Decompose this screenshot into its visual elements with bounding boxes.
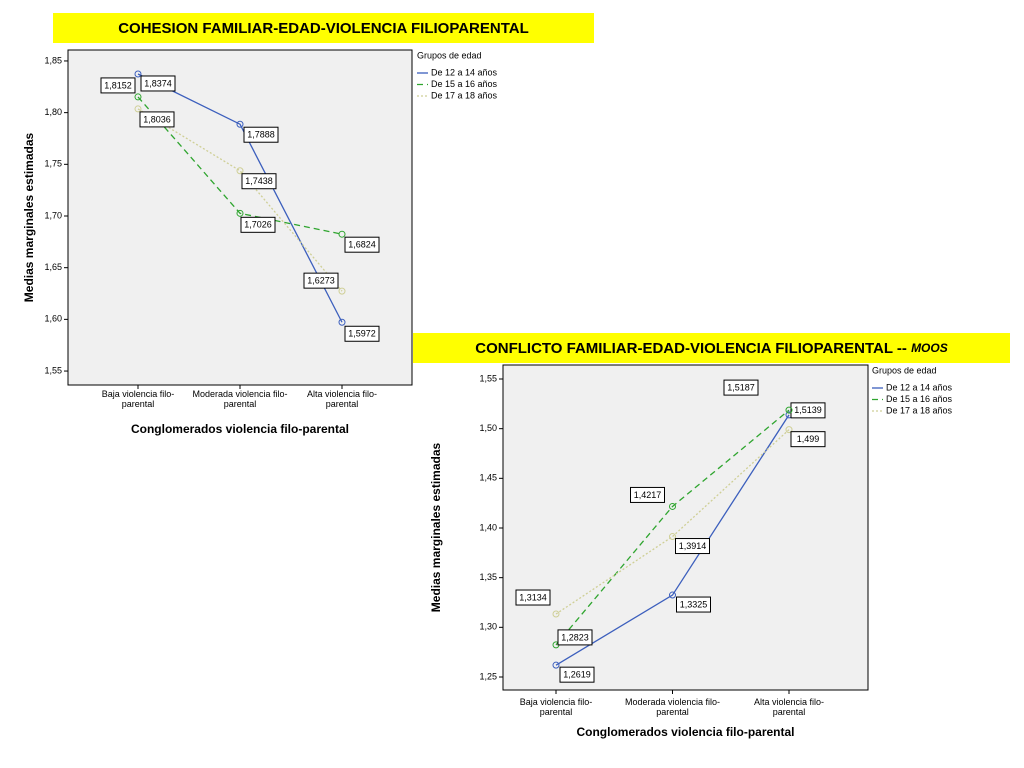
title-note: MOOS [911, 341, 948, 355]
y-tick-label: 1,55 [44, 365, 62, 375]
y-tick-label: 1,45 [479, 473, 497, 483]
value-label-box [303, 272, 339, 289]
legend-label: De 15 a 16 años [431, 79, 498, 89]
value-label: 1,2619 [563, 670, 591, 680]
value-label-box [139, 111, 175, 128]
x-tick-label: Baja violencia filo-parental [520, 697, 593, 717]
y-tick-label: 1,70 [44, 210, 62, 220]
value-label-box [790, 402, 826, 419]
y-tick-label: 1,65 [44, 262, 62, 272]
point-marker [338, 318, 346, 326]
value-label: 1,8374 [144, 78, 172, 88]
point-marker [134, 93, 142, 101]
title-text: COHESION FAMILIAR-EDAD-VIOLENCIA FILIOPA… [118, 20, 529, 37]
value-label-box [243, 126, 279, 143]
legend-title: Grupos de edad [417, 50, 482, 60]
value-label: 1,5972 [348, 329, 376, 339]
point-marker [669, 533, 676, 541]
value-label: 1,6273 [307, 276, 335, 286]
value-label-box [515, 589, 551, 606]
y-tick-label: 1,80 [44, 107, 62, 117]
x-axis-title: Conglomerados violencia filo-parental [131, 422, 349, 436]
x-tick-label: Alta violencia filo-parental [307, 389, 377, 409]
point-marker [785, 406, 793, 414]
value-label: 1,7888 [247, 130, 275, 140]
legend-title: Grupos de edad [872, 365, 937, 375]
legend-label: De 15 a 16 años [886, 394, 953, 404]
point-marker [669, 591, 676, 599]
value-label-box [241, 173, 277, 190]
point-marker [134, 70, 142, 78]
series-line [555, 429, 790, 615]
y-tick-label: 1,55 [479, 373, 497, 383]
legend-label: De 17 a 18 años [431, 90, 498, 100]
point-marker [552, 610, 560, 618]
x-axis-title: Conglomerados violencia filo-parental [576, 725, 794, 739]
value-label: 1,6824 [348, 240, 376, 250]
y-tick-label: 1,30 [479, 622, 497, 632]
y-axis-title: Medias marginales estimadas [22, 132, 36, 302]
chart-title: CONFLICTO FAMILIAR-EDAD-VIOLENCIA FILIOP… [475, 340, 947, 357]
value-label-box [240, 216, 276, 233]
value-label-box [344, 325, 380, 342]
point-marker [338, 230, 346, 238]
y-tick-label: 1,50 [479, 423, 497, 433]
value-label: 1,8036 [143, 114, 171, 124]
value-label: 1,3325 [680, 599, 708, 609]
value-label-box [559, 666, 595, 683]
value-label-box [140, 75, 176, 92]
point-marker [785, 426, 793, 434]
series-line [137, 96, 343, 235]
value-label-box [723, 379, 759, 396]
x-tick-label: Baja violencia filo-parental [102, 389, 175, 409]
legend-label: De 17 a 18 años [886, 405, 953, 415]
value-label: 1,3914 [679, 541, 707, 551]
y-tick-label: 1,60 [44, 314, 62, 324]
x-tick-label: Alta violencia filo-parental [754, 697, 824, 717]
point-marker [236, 209, 244, 217]
x-tick-label: Moderada violencia filo-parental [192, 389, 287, 409]
value-label: 1,7026 [244, 220, 272, 230]
y-tick-label: 1,35 [479, 572, 497, 582]
title-text: CONFLICTO FAMILIAR-EDAD-VIOLENCIA FILIOP… [475, 340, 907, 357]
series-line [555, 414, 790, 666]
value-label: 1,8152 [104, 80, 132, 90]
legend-label: De 12 a 14 años [886, 382, 953, 392]
y-tick-label: 1,85 [44, 55, 62, 65]
legend-label: De 12 a 14 años [431, 67, 498, 77]
y-tick-label: 1,75 [44, 159, 62, 169]
value-label: 1,499 [797, 434, 820, 444]
value-label-box [630, 486, 665, 503]
point-marker [236, 167, 244, 175]
title-banner [53, 13, 594, 43]
y-tick-label: 1,40 [479, 522, 497, 532]
point-marker [338, 287, 346, 295]
value-label-box [557, 629, 593, 646]
value-label: 1,2823 [561, 632, 589, 642]
point-marker [669, 502, 676, 510]
value-label: 1,7438 [245, 176, 273, 186]
point-marker [134, 105, 142, 113]
chart-title: COHESION FAMILIAR-EDAD-VIOLENCIA FILIOPA… [118, 20, 529, 37]
value-label: 1,5187 [727, 382, 755, 392]
value-label-box [676, 596, 711, 613]
y-tick-label: 1,25 [479, 671, 497, 681]
title-banner [413, 333, 1010, 363]
point-marker [552, 661, 560, 669]
value-label: 1,5139 [794, 405, 822, 415]
series-line [137, 108, 343, 292]
value-label-box [100, 77, 136, 94]
value-label-box [675, 538, 710, 555]
x-tick-label: Moderada violencia filo-parental [625, 697, 720, 717]
point-marker [236, 120, 244, 128]
y-axis-title: Medias marginales estimadas [429, 442, 443, 612]
series-line [555, 409, 790, 646]
value-label-box [790, 431, 826, 448]
value-label-box [344, 236, 380, 253]
value-label: 1,3134 [519, 592, 547, 602]
value-label: 1,4217 [634, 490, 662, 500]
